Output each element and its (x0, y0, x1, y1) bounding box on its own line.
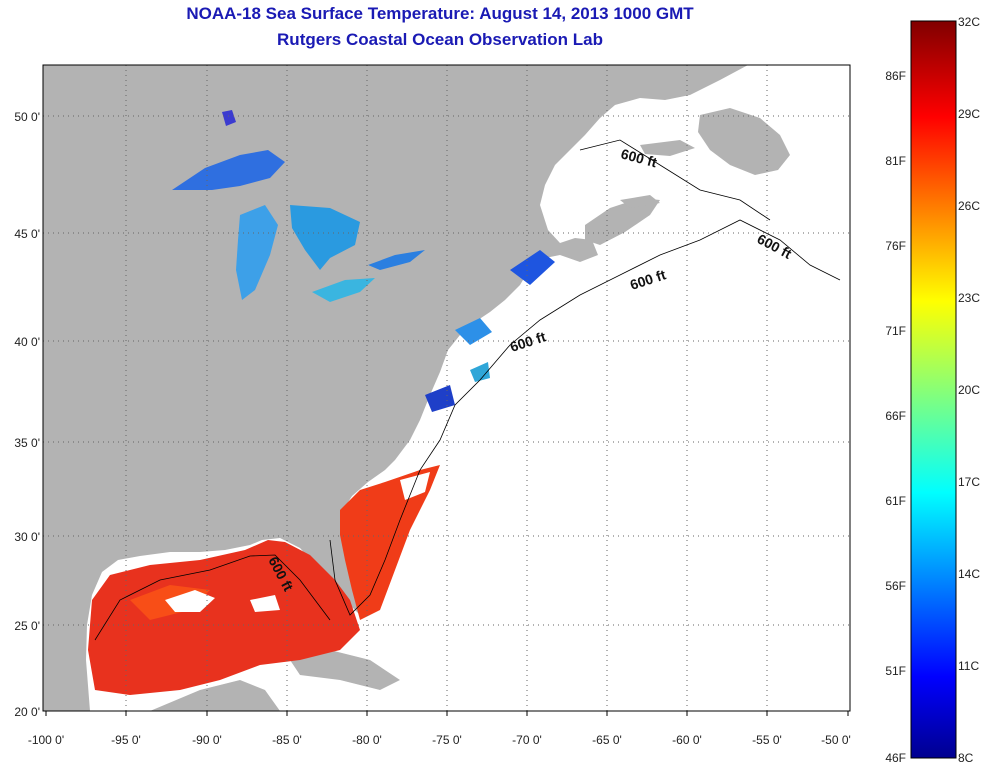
great-lakes (172, 110, 425, 302)
lon-label: -55 0' (752, 733, 782, 747)
celsius-label: 26C (958, 199, 980, 213)
lon-label: -100 0' (28, 733, 64, 747)
celsius-label: 17C (958, 475, 980, 489)
lon-label: -60 0' (672, 733, 702, 747)
land-cuba (290, 650, 400, 690)
lon-label: -90 0' (192, 733, 222, 747)
fahrenheit-label: 71F (885, 324, 906, 338)
lon-label: -75 0' (432, 733, 462, 747)
lat-label: 45 0' (14, 227, 40, 241)
lon-label: -95 0' (111, 733, 141, 747)
lat-label: 20 0' (14, 705, 40, 719)
contour-600ft-gulf (94, 554, 331, 641)
lon-label: -70 0' (512, 733, 542, 747)
fahrenheit-label: 51F (885, 664, 906, 678)
lat-tick-labels: 20 0' 25 0' 30 0' 35 0' 40 0' 45 0' 50 0… (14, 110, 40, 719)
cloud-patch-gulf (165, 590, 280, 612)
fahrenheit-label: 76F (885, 239, 906, 253)
lon-label: -85 0' (272, 733, 302, 747)
fahrenheit-label: 46F (885, 751, 906, 765)
celsius-label: 8C (958, 751, 974, 765)
lon-tick-marks (45, 711, 849, 716)
contour-600ft-gulf-stlawrence (579, 139, 771, 221)
sst-gulf-of-mexico (88, 540, 360, 695)
colorbar-celsius-labels: 32C 29C 26C 23C 20C 17C 14C 11C 8C (958, 15, 980, 765)
lat-label: 30 0' (14, 530, 40, 544)
cloud-patch-atlantic (400, 472, 430, 500)
map-subtitle: Rutgers Coastal Ocean Observation Lab (277, 30, 603, 49)
land-yucatan (150, 680, 280, 711)
fahrenheit-label: 86F (885, 69, 906, 83)
fahrenheit-label: 61F (885, 494, 906, 508)
lon-label: -50 0' (821, 733, 851, 747)
fahrenheit-label: 66F (885, 409, 906, 423)
lat-label: 50 0' (14, 110, 40, 124)
land-north-america (43, 65, 748, 711)
celsius-label: 14C (958, 567, 980, 581)
celsius-label: 32C (958, 15, 980, 29)
lat-label: 40 0' (14, 335, 40, 349)
lon-tick-labels: -100 0' -95 0' -90 0' -85 0' -80 0' -75 … (28, 733, 851, 747)
lat-label: 35 0' (14, 436, 40, 450)
contour-600ft (329, 219, 841, 616)
fahrenheit-label: 56F (885, 579, 906, 593)
colorbar-fahrenheit-labels: 86F 81F 76F 71F 66F 61F 56F 51F 46F (885, 69, 906, 765)
sst-atlantic-florida (340, 465, 440, 620)
celsius-label: 29C (958, 107, 980, 121)
celsius-label: 23C (958, 291, 980, 305)
lon-label: -80 0' (352, 733, 382, 747)
land-islands-gulf (620, 140, 695, 208)
map-title: NOAA-18 Sea Surface Temperature: August … (186, 4, 694, 23)
celsius-label: 11C (958, 659, 979, 673)
lat-label: 25 0' (14, 619, 40, 633)
lon-label: -65 0' (592, 733, 622, 747)
fahrenheit-label: 81F (885, 154, 906, 168)
colorbar (910, 20, 957, 759)
land-newfoundland (698, 108, 790, 175)
celsius-label: 20C (958, 383, 980, 397)
